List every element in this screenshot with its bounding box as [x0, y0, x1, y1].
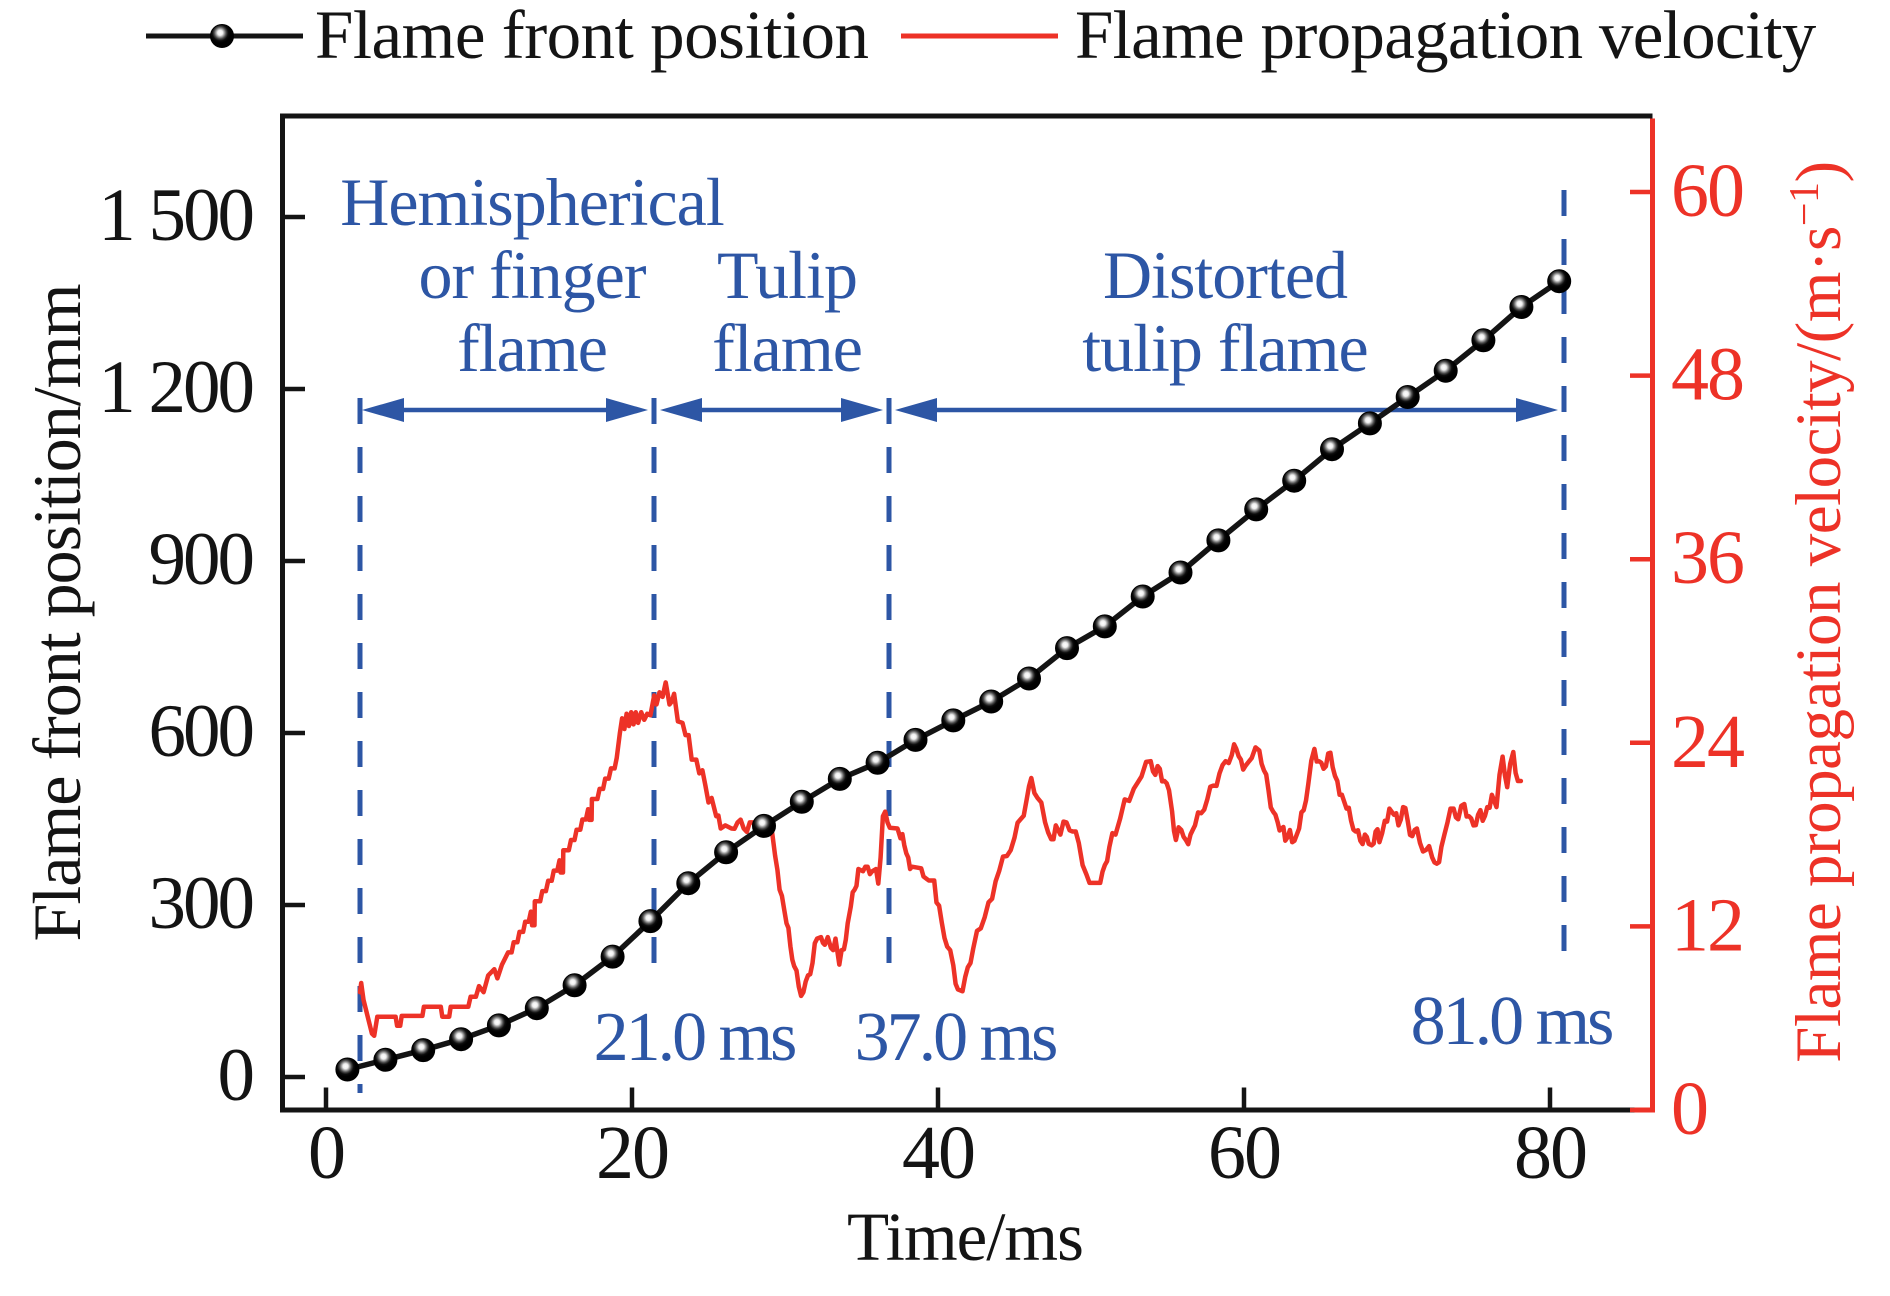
svg-text:1 500: 1 500: [98, 174, 252, 257]
svg-text:Flame front position/mm: Flame front position/mm: [19, 284, 95, 941]
svg-text:40: 40: [902, 1111, 974, 1195]
svg-text:Flame propagation velocity: Flame propagation velocity: [1075, 0, 1817, 73]
svg-text:900: 900: [149, 518, 253, 601]
svg-text:36: 36: [1671, 516, 1743, 600]
svg-text:1 200: 1 200: [98, 346, 252, 429]
svg-text:80: 80: [1514, 1111, 1586, 1195]
svg-text:0: 0: [218, 1034, 253, 1117]
svg-text:flame: flame: [457, 310, 607, 386]
svg-text:21.0 ms: 21.0 ms: [594, 999, 795, 1076]
svg-text:Distorted: Distorted: [1103, 237, 1348, 313]
svg-text:flame: flame: [712, 310, 862, 386]
svg-text:Flame front position: Flame front position: [315, 0, 868, 73]
svg-text:300: 300: [149, 862, 253, 945]
svg-text:48: 48: [1671, 333, 1743, 417]
svg-text:Time/ms: Time/ms: [847, 1199, 1083, 1275]
svg-text:Hemispherical: Hemispherical: [340, 164, 724, 240]
svg-text:37.0 ms: 37.0 ms: [855, 999, 1056, 1076]
svg-text:12: 12: [1671, 883, 1743, 967]
svg-text:0: 0: [1671, 1067, 1707, 1151]
svg-text:60: 60: [1671, 149, 1743, 233]
svg-text:tulip flame: tulip flame: [1082, 310, 1367, 386]
svg-text:60: 60: [1208, 1111, 1280, 1195]
svg-text:20: 20: [596, 1111, 668, 1195]
svg-text:or finger: or finger: [418, 237, 646, 313]
svg-text:600: 600: [149, 690, 253, 773]
svg-text:0: 0: [308, 1111, 344, 1195]
svg-text:Flame propagation velocity/(m·: Flame propagation velocity/(m·s−1): [1782, 161, 1855, 1062]
svg-text:Tulip: Tulip: [717, 237, 857, 313]
svg-text:81.0 ms: 81.0 ms: [1411, 983, 1612, 1060]
svg-text:24: 24: [1671, 700, 1744, 784]
